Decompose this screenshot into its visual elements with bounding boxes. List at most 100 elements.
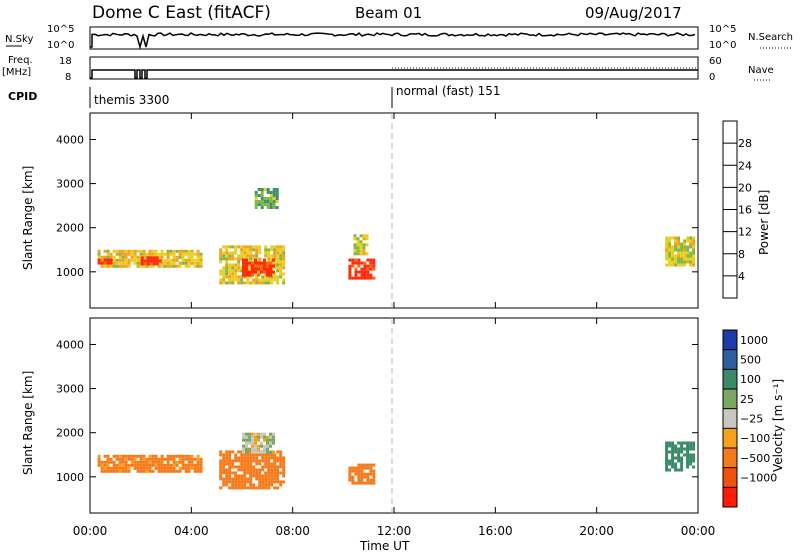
velocity-cell (196, 454, 200, 458)
power-cell (228, 254, 232, 258)
power-cell (184, 258, 188, 262)
velocity-cell (148, 457, 152, 461)
power-cell (273, 248, 277, 252)
power-cell (692, 257, 696, 261)
power-cell (279, 275, 283, 279)
power-cell (237, 245, 241, 249)
power-cell (267, 281, 271, 285)
power-cell (348, 270, 352, 274)
power-cell (671, 257, 675, 261)
power-cell (190, 249, 194, 253)
power-cell (273, 260, 277, 264)
power-cell (279, 257, 283, 261)
velocity-cell (674, 444, 678, 448)
velocity-cell (665, 465, 669, 469)
power-cell (357, 276, 361, 280)
power-cell (234, 278, 238, 282)
power-cell (276, 251, 280, 255)
velocity-cell (276, 474, 280, 478)
velocity-cell (245, 435, 248, 439)
power-cell (674, 263, 678, 267)
velocity-cell (184, 457, 188, 461)
power-cell (219, 251, 223, 255)
power-cell (118, 261, 122, 265)
power-cell (273, 245, 277, 249)
velocity-cell (139, 469, 143, 473)
power-cell (276, 263, 280, 267)
velocity-cell (222, 480, 226, 484)
power-cell (240, 278, 244, 282)
velocity-cell (686, 453, 690, 457)
velocity-cell (172, 469, 176, 473)
power-cell (231, 266, 235, 270)
velocity-cell (237, 468, 241, 472)
velocity-cell (154, 454, 158, 458)
power-cell (665, 236, 669, 240)
velocity-cell (366, 466, 370, 470)
xtick-label: 04:00 (174, 524, 209, 538)
power-cell (671, 236, 675, 240)
power-cell (674, 242, 678, 246)
velocity-cell (242, 450, 245, 454)
power-cell (145, 264, 149, 268)
power-cell (266, 206, 270, 209)
velocity-cell (357, 475, 361, 479)
velocity-cell (219, 471, 223, 475)
velocity-cell (279, 462, 283, 466)
power-cell (112, 261, 116, 265)
velocity-cell (674, 456, 678, 460)
velocity-cell (264, 477, 268, 481)
velocity-cell (124, 466, 128, 470)
power-cell (266, 197, 270, 200)
velocity-cell (264, 459, 268, 463)
velocity-cell (677, 453, 681, 457)
power-cell (353, 252, 357, 256)
velocity-cell (674, 450, 678, 454)
velocity-cell (124, 454, 128, 458)
power-cell (112, 249, 116, 253)
velocity-cell (118, 466, 122, 470)
velocity-cell (671, 453, 675, 457)
velocity-cell (118, 454, 122, 458)
ytick-label: 3000 (56, 178, 84, 191)
velocity-cell (225, 477, 229, 481)
nsearch-label: N.Search (748, 32, 793, 43)
power-cell (231, 275, 235, 279)
power-cbar-label: 24 (738, 159, 752, 172)
noise-right-tick-top: 10^5 (709, 24, 736, 35)
velocity-cell (261, 456, 265, 460)
power-cell (100, 261, 104, 265)
power-cell (175, 255, 179, 259)
velocity-cell (258, 459, 262, 463)
power-cell (668, 239, 672, 243)
velocity-cell (166, 463, 170, 467)
power-cell (175, 264, 179, 268)
power-cell (219, 248, 223, 252)
velocity-cell (267, 453, 271, 457)
velocity-cell (248, 435, 251, 439)
velocity-cell (266, 441, 269, 445)
power-cell (231, 254, 235, 258)
power-cell (100, 264, 104, 268)
power-cell (166, 261, 170, 265)
power-cell (157, 255, 161, 259)
velocity-cell (273, 474, 277, 478)
velocity-cell (196, 463, 200, 467)
power-cell (363, 261, 367, 265)
velocity-cell (154, 463, 158, 467)
power-cell (246, 248, 250, 252)
power-cell (263, 270, 266, 274)
power-cell (692, 254, 696, 258)
velocity-cell (251, 444, 254, 448)
power-cell (359, 246, 363, 250)
power-cell (249, 263, 253, 267)
velocity-cell (127, 457, 131, 461)
velocity-cell (665, 450, 669, 454)
power-cell (354, 261, 358, 265)
cpid-label: CPID (8, 90, 37, 103)
power-cell (234, 257, 238, 261)
power-cell (282, 281, 286, 285)
power-cell (121, 255, 125, 259)
velocity-cell (273, 462, 277, 466)
power-cell (365, 252, 369, 256)
